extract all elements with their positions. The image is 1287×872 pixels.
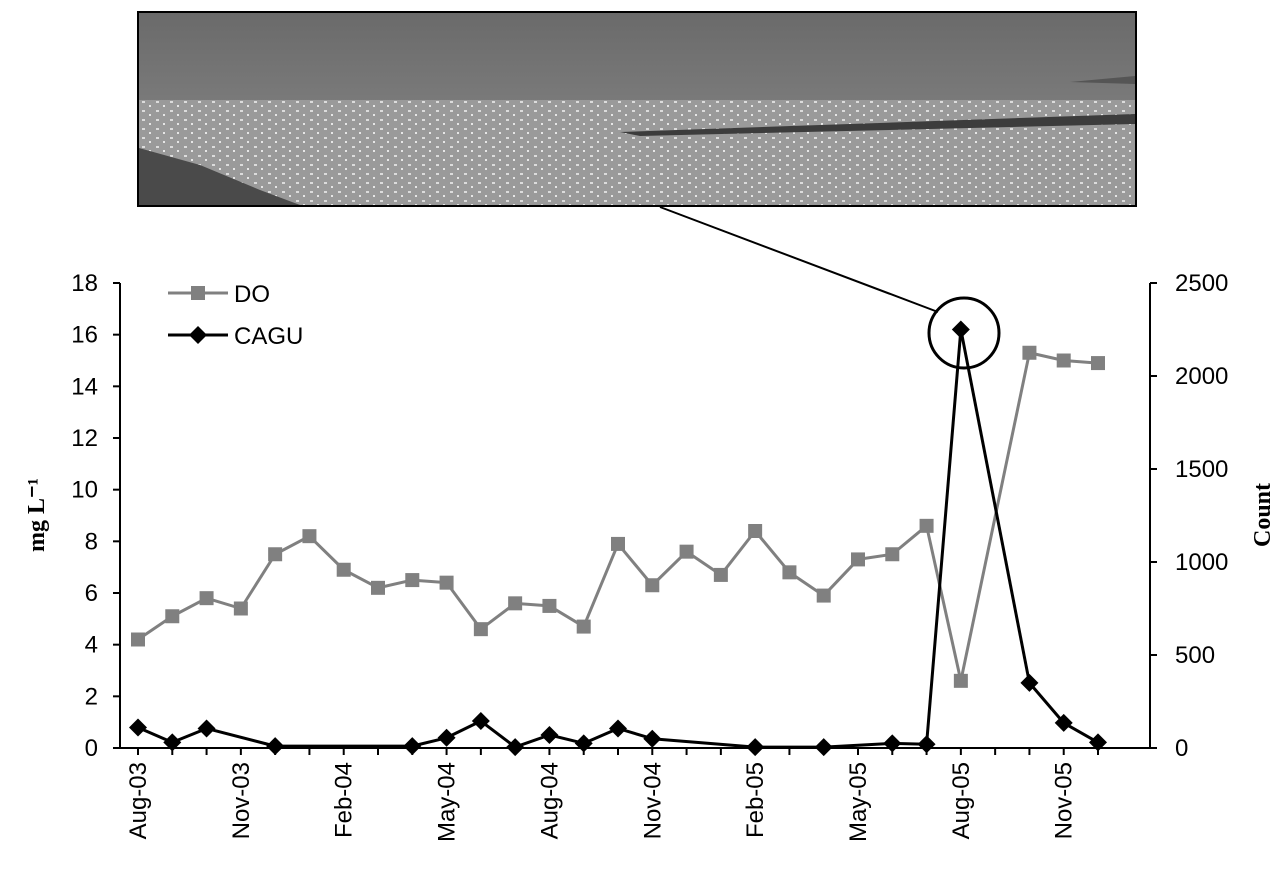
y2-axis-label: Count (1250, 483, 1276, 547)
series-line (925, 525, 963, 682)
data-point (439, 575, 454, 590)
y2-tick-label: 500 (1175, 642, 1215, 669)
data-point (885, 547, 900, 562)
data-point (506, 738, 525, 757)
data-point (576, 619, 591, 634)
x-tick-label: Feb-05 (742, 762, 769, 838)
data-point (129, 718, 147, 737)
data-point (131, 632, 145, 647)
data-point (268, 547, 283, 562)
data-point (165, 609, 180, 624)
data-point (748, 524, 763, 538)
data-point (1054, 713, 1073, 732)
data-point (679, 544, 694, 559)
series-line (1028, 681, 1065, 724)
y-axis-label: mg L⁻¹ (24, 478, 50, 552)
series-line (959, 329, 1031, 684)
data-point (471, 712, 490, 731)
callout-line (659, 206, 939, 313)
data-point (1089, 733, 1107, 752)
series-line (823, 741, 893, 749)
data-point (336, 562, 351, 577)
series-line (206, 727, 276, 748)
y-tick-label: 0 (85, 735, 98, 762)
y-tick-label: 4 (85, 632, 98, 659)
x-tick-label: Feb-04 (331, 762, 358, 838)
data-point (197, 719, 216, 738)
y-tick-label: 14 (71, 373, 98, 400)
series-line (925, 329, 963, 745)
photo-inset (137, 11, 1137, 207)
data-point (645, 578, 660, 593)
series-line (959, 352, 1031, 682)
series-line (719, 530, 757, 576)
x-tick-label: Aug-05 (948, 762, 975, 839)
series-line (582, 543, 620, 628)
y-tick-label: 16 (71, 322, 98, 349)
data-point (473, 622, 488, 637)
series-line (445, 581, 483, 631)
data-point (542, 598, 557, 613)
data-point (713, 567, 728, 582)
legend-marker (191, 286, 205, 300)
y2-tick-label: 1000 (1175, 549, 1228, 576)
data-point (437, 728, 456, 747)
series-line (479, 719, 517, 749)
data-point (919, 518, 934, 533)
data-point (266, 737, 285, 756)
callout-circle (927, 296, 1001, 370)
x-tick-label: Aug-04 (536, 762, 563, 839)
data-point (405, 573, 420, 588)
x-tick-label: May-05 (845, 762, 872, 842)
y2-tick-label: 0 (1175, 735, 1188, 762)
x-tick-label: May-04 (434, 762, 461, 842)
data-point (574, 734, 593, 753)
x-tick-label: Nov-03 (228, 762, 255, 839)
data-point (508, 596, 523, 611)
y-tick-label: 12 (71, 425, 98, 452)
x-tick-label: Nov-04 (639, 762, 666, 839)
y-tick-label: 18 (71, 270, 98, 297)
data-point (953, 673, 968, 688)
series-line (652, 737, 756, 749)
data-point (814, 738, 833, 757)
y2-tick-label: 2500 (1175, 270, 1228, 297)
data-point (816, 588, 831, 603)
data-point (540, 725, 559, 744)
y-tick-label: 8 (85, 528, 98, 555)
data-point (1091, 356, 1105, 371)
data-point (917, 735, 936, 754)
data-point (233, 601, 248, 616)
y-tick-label: 2 (85, 683, 98, 710)
series-line (239, 553, 277, 610)
data-point (302, 529, 317, 544)
y-tick-label: 10 (71, 477, 98, 504)
x-tick-label: Nov-05 (1051, 762, 1078, 839)
y2-tick-label: 2000 (1175, 363, 1228, 390)
data-point (403, 737, 422, 756)
data-point (611, 536, 625, 551)
y2-tick-label: 1500 (1175, 456, 1228, 483)
data-point (951, 320, 970, 339)
data-point (1020, 673, 1039, 692)
data-point (609, 719, 627, 738)
data-point (163, 733, 182, 752)
legend-label: CAGU (234, 323, 303, 350)
data-point (1056, 353, 1071, 368)
legend-label: DO (234, 281, 270, 308)
data-point (746, 738, 765, 757)
x-tick-label: Aug-03 (125, 762, 152, 839)
data-point (199, 591, 214, 606)
legend-marker (189, 326, 207, 344)
data-point (643, 729, 662, 748)
data-point (1022, 345, 1037, 360)
data-point (371, 580, 385, 595)
data-point (782, 565, 797, 580)
y-tick-label: 6 (85, 580, 98, 607)
data-point (851, 552, 865, 567)
data-point (883, 734, 902, 753)
